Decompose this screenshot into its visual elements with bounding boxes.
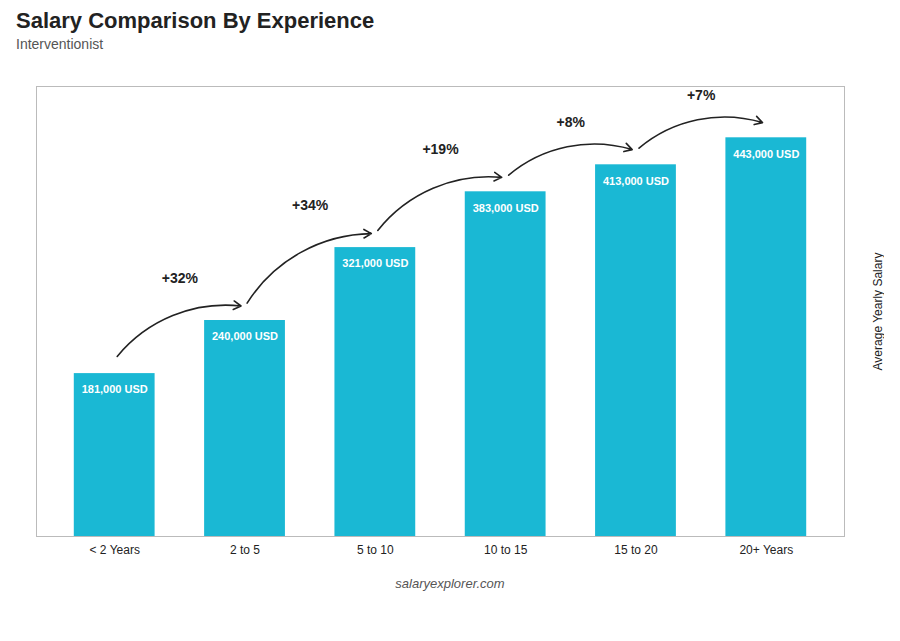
- svg-text:321,000 USD: 321,000 USD: [342, 257, 408, 269]
- svg-text:20+ Years: 20+ Years: [739, 543, 793, 557]
- svg-text:10 to 15: 10 to 15: [484, 543, 528, 557]
- svg-text:+19%: +19%: [422, 141, 459, 157]
- svg-text:5 to 10: 5 to 10: [357, 543, 394, 557]
- svg-text:+34%: +34%: [292, 197, 329, 213]
- html-text:salaryexplorer.com: salaryexplorer.com: [395, 576, 505, 591]
- html-text:Interventionist: Interventionist: [16, 36, 104, 52]
- svg-text:181,000 USD: 181,000 USD: [82, 383, 148, 395]
- svg-text:Average Yearly Salary: Average Yearly Salary: [871, 253, 885, 371]
- html-text:Salary Comparison By Experienc: Salary Comparison By Experience: [16, 8, 375, 33]
- svg-text:15 to 20: 15 to 20: [614, 543, 658, 557]
- svg-text:240,000 USD: 240,000 USD: [212, 330, 278, 342]
- svg-text:413,000 USD: 413,000 USD: [603, 175, 669, 187]
- svg-text:< 2 Years: < 2 Years: [89, 543, 139, 557]
- svg-text:2 to 5: 2 to 5: [230, 543, 260, 557]
- svg-text:443,000 USD: 443,000 USD: [733, 148, 799, 160]
- svg-text:383,000 USD: 383,000 USD: [473, 202, 539, 214]
- svg-text:+32%: +32%: [162, 270, 199, 286]
- svg-text:+8%: +8%: [557, 114, 586, 130]
- svg-text:+7%: +7%: [687, 87, 716, 103]
